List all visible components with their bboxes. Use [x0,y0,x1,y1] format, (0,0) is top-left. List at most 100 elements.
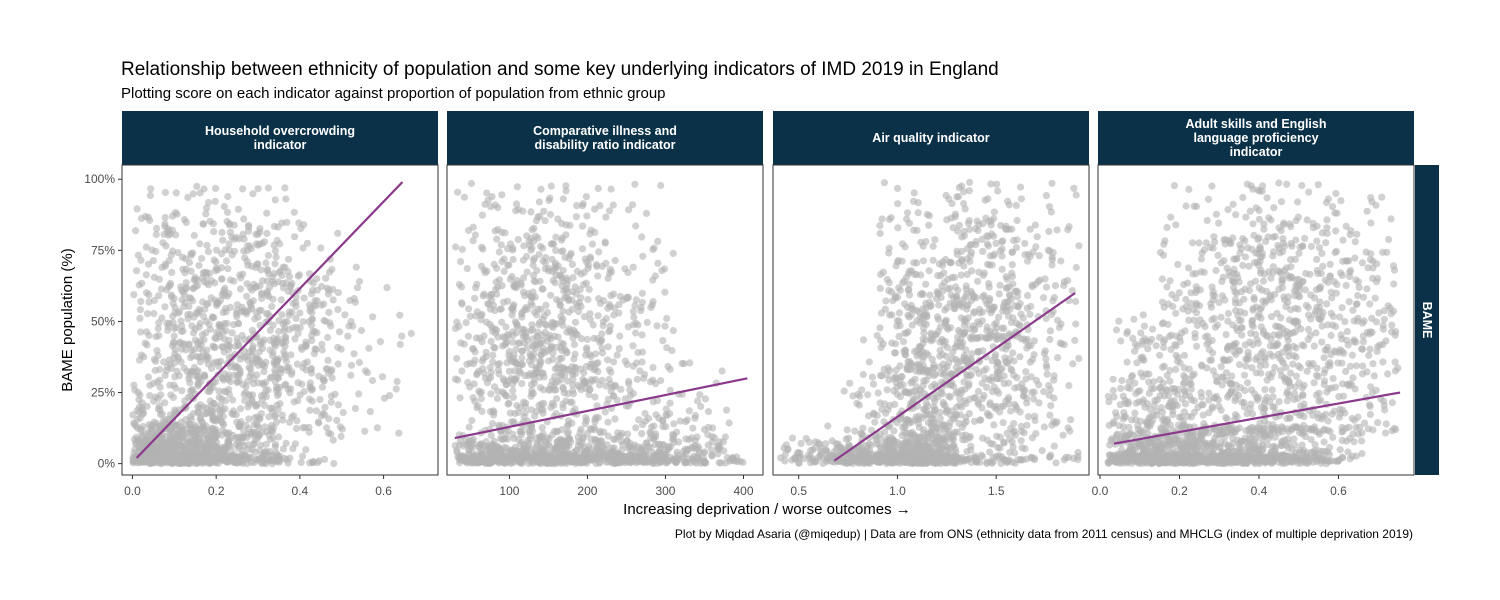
data-point [649,245,657,254]
data-point [529,335,537,343]
data-point [268,456,276,465]
data-point [883,386,891,394]
data-point [633,375,641,383]
data-point [568,260,577,268]
data-point [262,259,270,267]
data-point [210,256,218,264]
data-point [458,245,466,253]
data-point [225,336,233,344]
data-point [717,459,725,467]
data-point [923,312,931,320]
data-point [1010,419,1018,428]
data-point [934,289,942,297]
data-point [512,200,521,208]
data-point [888,339,896,347]
data-point [925,221,933,229]
data-point [934,328,942,336]
data-point [161,188,169,196]
data-point [1057,320,1065,328]
data-point [536,439,544,447]
data-point [197,457,205,466]
data-point [597,336,606,344]
data-point [247,245,255,253]
data-point [136,314,144,322]
data-point [195,408,203,417]
data-point [329,296,337,304]
data-point [229,410,237,419]
data-point [915,342,924,351]
data-point [507,357,515,365]
data-point [1006,435,1014,443]
data-point [529,288,537,296]
data-point [643,318,651,327]
data-point [1047,208,1055,216]
data-point [963,255,971,263]
data-point [376,338,384,346]
data-point [258,294,266,302]
data-point [500,255,508,263]
data-point [1020,392,1028,400]
data-point [299,424,307,432]
data-point [309,279,317,287]
data-point [369,313,377,321]
data-point [317,244,325,252]
data-point [1031,416,1039,425]
data-point [148,425,156,433]
data-point [473,404,481,412]
data-point [487,432,495,440]
data-point [254,185,262,193]
data-point [243,257,251,265]
data-point [355,390,363,398]
data-point [626,392,635,400]
data-point [903,209,912,217]
data-point [631,180,639,188]
data-point [873,440,881,448]
data-point [552,246,560,254]
data-point [700,425,709,434]
data-point [172,231,180,239]
data-point [226,276,235,284]
data-point [513,329,521,337]
data-point [285,273,294,281]
data-point [559,340,568,348]
data-point [520,242,528,250]
data-point [1032,243,1040,251]
data-point [638,233,646,241]
data-point [584,456,592,464]
data-point [198,254,206,263]
data-point [981,196,989,204]
data-point [206,387,214,396]
data-point [144,310,152,318]
data-point [545,357,553,365]
data-point [196,189,204,197]
data-point [895,284,903,292]
data-point [490,260,498,268]
data-point [654,440,662,448]
data-point [154,457,162,465]
data-point [591,365,600,373]
data-point [168,268,176,276]
data-point [940,278,949,287]
data-point [187,251,195,259]
data-point [965,187,973,195]
data-point [179,265,187,273]
data-point [480,332,488,340]
data-point [234,364,243,372]
data-point [297,343,305,351]
data-point [476,440,484,448]
data-point [520,413,528,421]
data-point [535,364,543,372]
data-point [316,396,324,404]
data-point [560,457,568,465]
data-point [245,425,253,433]
data-point [531,370,539,378]
data-point [463,457,471,465]
data-point [1016,353,1024,361]
data-point [169,312,177,320]
data-point [256,446,264,454]
data-point [279,445,287,453]
data-point [885,249,893,257]
data-point [844,434,853,442]
data-point [205,320,213,329]
data-point [1046,247,1054,255]
